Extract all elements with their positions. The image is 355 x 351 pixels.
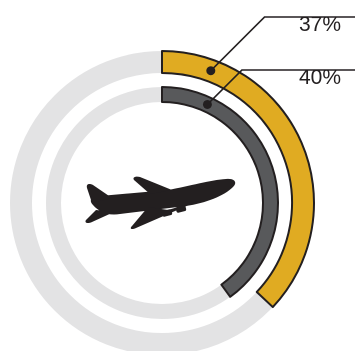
percent-label-37: 37%	[299, 13, 341, 36]
percent-label-40: 40%	[299, 66, 341, 89]
leader-line-37	[210, 16, 355, 72]
leader-lines	[202, 16, 355, 109]
ring-bars	[161, 50, 315, 309]
ring-bar-37	[161, 50, 315, 309]
ring-bar-40	[161, 86, 279, 298]
airplane-icon	[85, 176, 236, 230]
label-37: 37%	[299, 13, 341, 36]
leader-line-40	[206, 69, 355, 106]
label-40: 40%	[299, 66, 341, 89]
leader-dot-40	[202, 99, 212, 109]
leader-dot-37	[206, 66, 216, 76]
